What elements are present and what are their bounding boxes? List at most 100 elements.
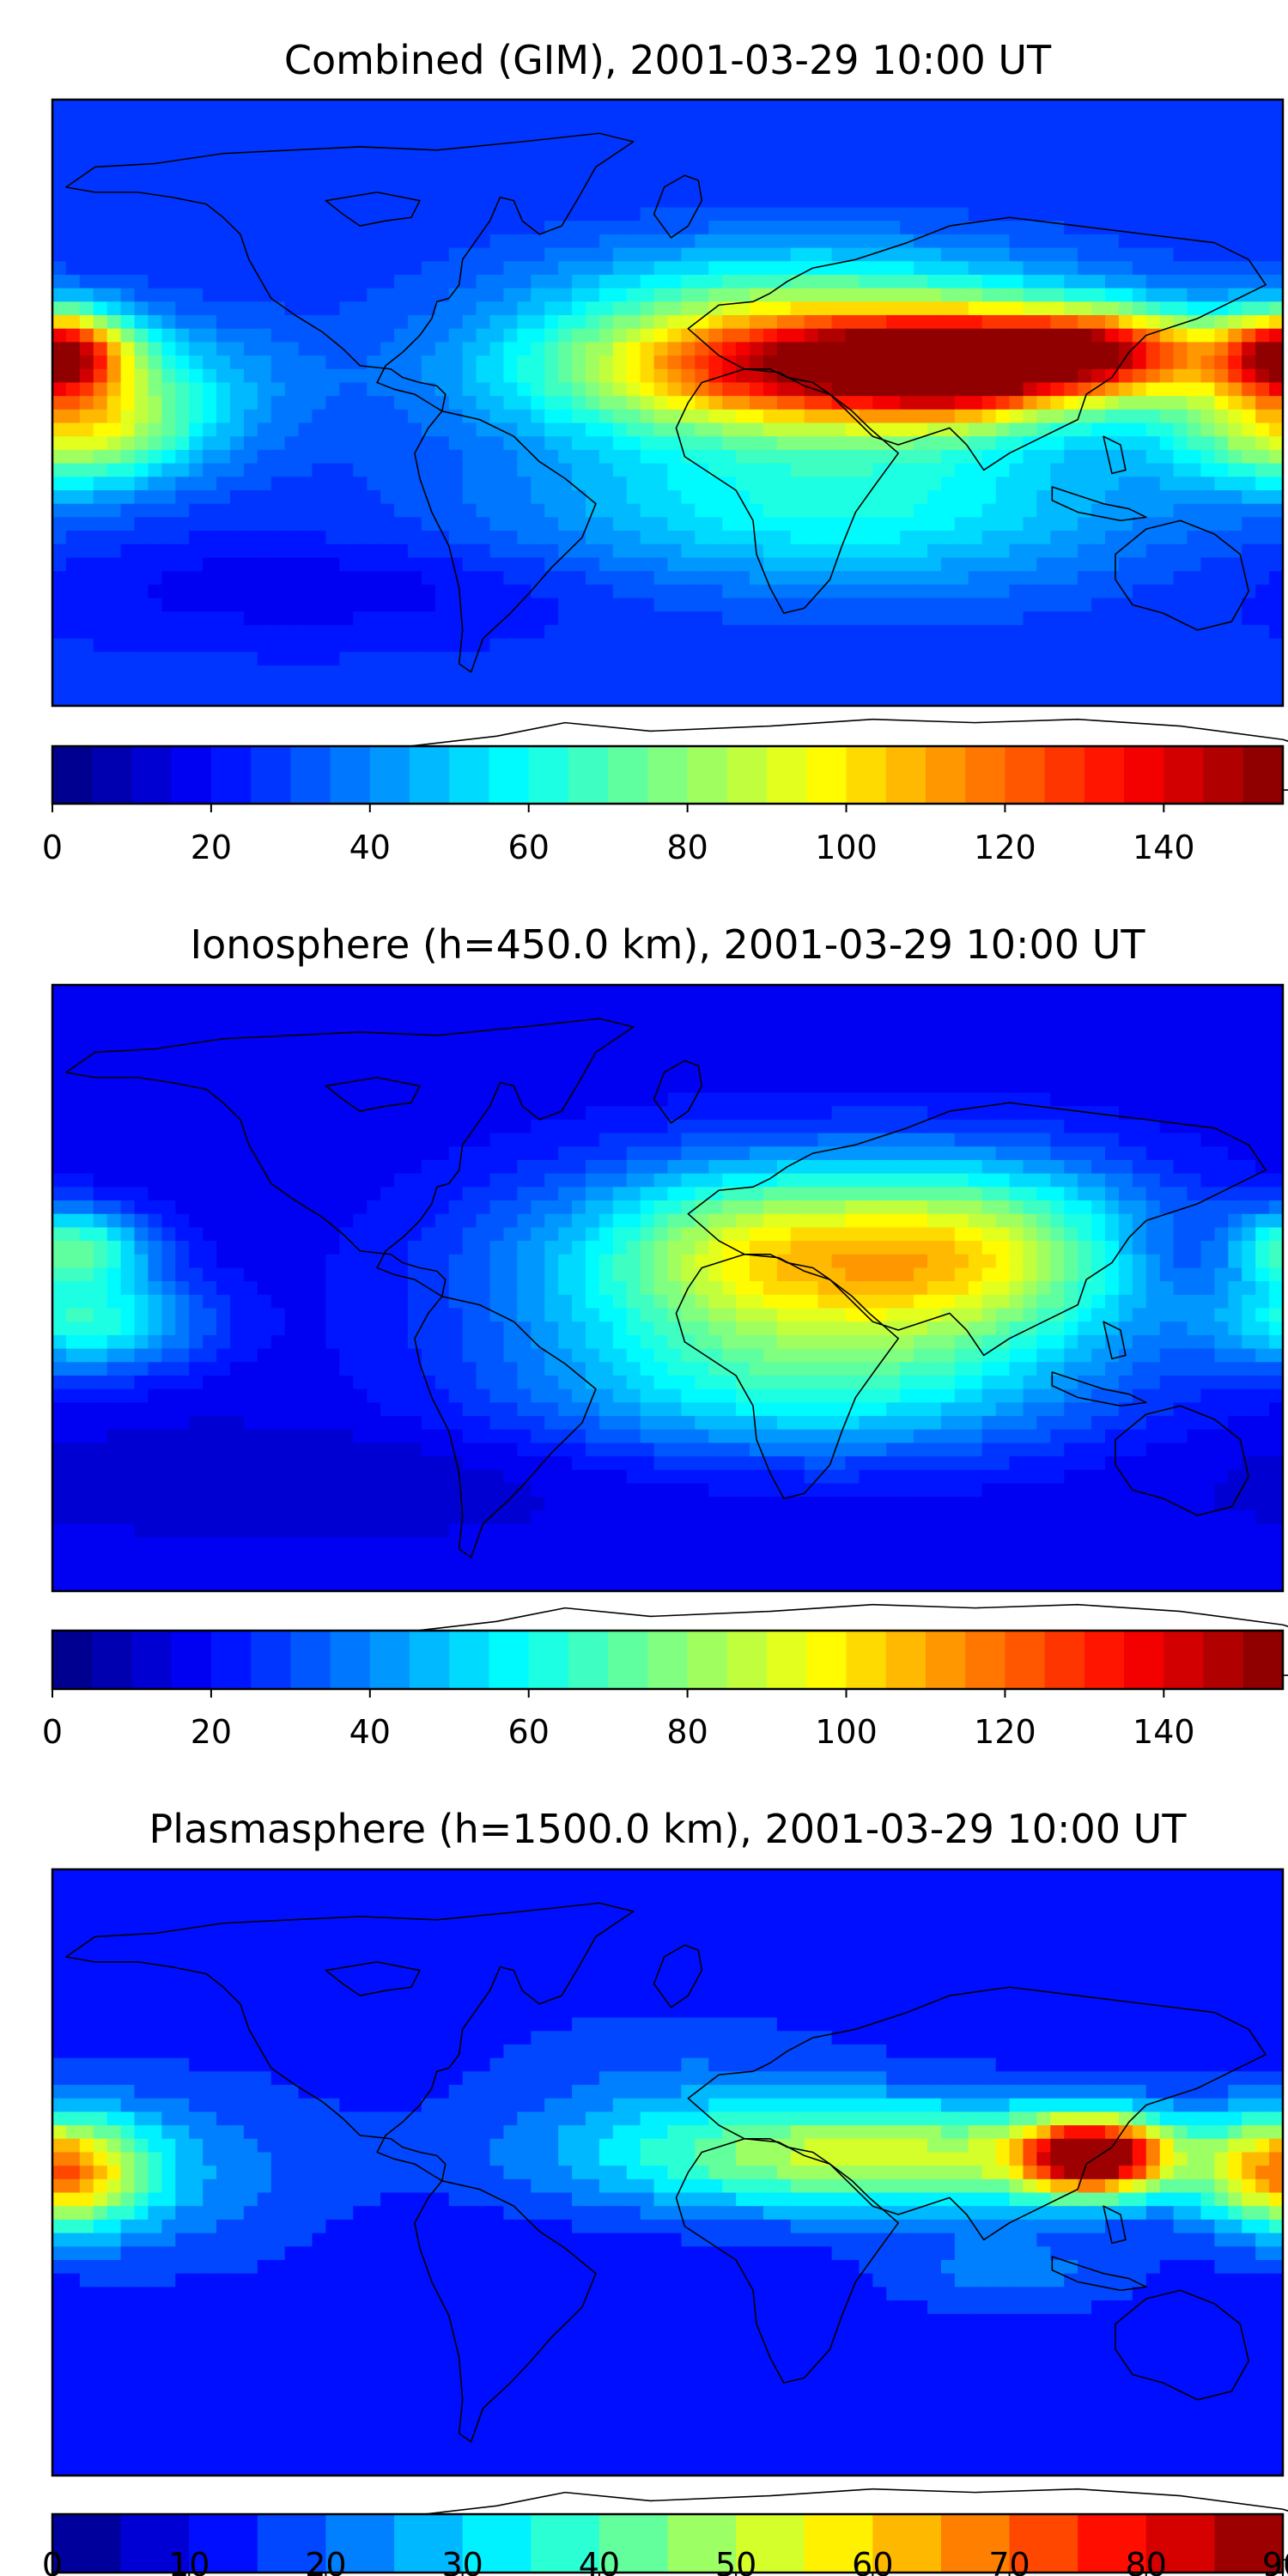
heatmap-cell xyxy=(1269,153,1284,168)
heatmap-cell xyxy=(762,489,778,505)
heatmap-cell xyxy=(708,477,723,491)
heatmap-cell xyxy=(722,153,737,168)
heatmap-cell xyxy=(353,531,368,545)
heatmap-cell xyxy=(367,1078,381,1094)
heatmap-cell xyxy=(1050,1038,1065,1054)
heatmap-cell xyxy=(1009,638,1024,653)
heatmap-cell xyxy=(927,665,942,680)
heatmap-cell xyxy=(831,1092,847,1107)
heatmap-cell xyxy=(79,489,94,505)
heatmap-cell xyxy=(790,342,805,356)
heatmap-cell xyxy=(489,463,505,477)
heatmap-cell xyxy=(476,985,491,999)
heatmap-cell xyxy=(940,998,956,1012)
heatmap-cell xyxy=(1105,100,1120,114)
heatmap-cell xyxy=(1269,1012,1284,1026)
heatmap-cell xyxy=(927,1078,942,1094)
heatmap-cell xyxy=(93,571,108,586)
heatmap-cell xyxy=(1214,1066,1229,1080)
heatmap-cell xyxy=(380,584,395,599)
heatmap-cell xyxy=(407,678,422,693)
heatmap-cell xyxy=(762,422,778,437)
heatmap-cell xyxy=(1255,126,1270,141)
heatmap-cell xyxy=(1091,193,1106,209)
heatmap-cell xyxy=(708,234,723,249)
heatmap-cell xyxy=(708,1025,723,1040)
heatmap-cell xyxy=(1242,678,1256,693)
heatmap-cell xyxy=(544,503,559,518)
heatmap-cell xyxy=(489,315,505,330)
heatmap-cell xyxy=(120,477,136,491)
heatmap-cell xyxy=(134,611,149,626)
heatmap-cell xyxy=(626,463,641,477)
heatmap-cell xyxy=(79,207,94,222)
heatmap-cell xyxy=(750,221,764,235)
heatmap-cell xyxy=(462,544,477,559)
heatmap-cell xyxy=(284,396,300,410)
heatmap-cell xyxy=(954,531,969,545)
heatmap-cell xyxy=(900,544,914,559)
heatmap-cell xyxy=(298,436,313,451)
heatmap-cell xyxy=(859,998,873,1012)
heatmap-cell xyxy=(489,140,505,155)
heatmap-cell xyxy=(489,288,505,302)
heatmap-cell xyxy=(134,531,149,545)
heatmap-cell xyxy=(229,1038,245,1054)
heatmap-cell xyxy=(872,301,887,316)
heatmap-cell xyxy=(817,1106,833,1121)
heatmap-cell xyxy=(489,112,505,127)
heatmap-cell xyxy=(1200,571,1215,586)
heatmap-cell xyxy=(134,489,149,505)
heatmap-cell xyxy=(1214,638,1229,653)
heatmap-cell xyxy=(367,1012,381,1026)
heatmap-cell xyxy=(762,692,778,707)
heatmap-cell xyxy=(598,449,614,465)
heatmap-cell xyxy=(421,1052,436,1066)
heatmap-cell xyxy=(968,193,983,209)
heatmap-cell xyxy=(1064,342,1078,356)
panel-title: Combined (GIM), 2001-03-29 10:00 UT xyxy=(284,37,1052,83)
heatmap-cell xyxy=(1091,1052,1106,1066)
heatmap-cell xyxy=(1009,652,1024,666)
heatmap-cell xyxy=(1078,126,1092,141)
heatmap-cell xyxy=(1228,180,1242,195)
heatmap-cell xyxy=(93,998,108,1012)
heatmap-cell xyxy=(750,422,764,437)
heatmap-cell xyxy=(367,678,381,693)
heatmap-cell xyxy=(476,1052,491,1066)
heatmap-cell xyxy=(1145,1052,1161,1066)
heatmap-cell xyxy=(927,571,942,586)
heatmap-cell xyxy=(1187,692,1202,707)
heatmap-cell xyxy=(914,140,928,155)
heatmap-cell xyxy=(1132,1066,1147,1080)
heatmap-cell xyxy=(762,1012,778,1026)
heatmap-cell xyxy=(1187,193,1202,209)
heatmap-cell xyxy=(640,598,655,612)
heatmap-cell xyxy=(189,463,204,477)
heatmap-cell xyxy=(1145,422,1161,437)
heatmap-cell xyxy=(1228,328,1242,343)
heatmap-cell xyxy=(1118,611,1133,626)
heatmap-cell xyxy=(216,100,231,114)
heatmap-cell xyxy=(394,167,409,181)
heatmap-cell xyxy=(927,207,942,222)
heatmap-cell xyxy=(1132,261,1147,276)
heatmap-cell xyxy=(93,153,108,168)
heatmap-cell xyxy=(1187,638,1202,653)
heatmap-cell xyxy=(1269,1092,1284,1107)
heatmap-cell xyxy=(189,503,204,518)
heatmap-cell xyxy=(476,463,491,477)
colorbar-segment xyxy=(92,746,133,804)
heatmap-cell xyxy=(448,985,464,999)
heatmap-cell xyxy=(681,544,696,559)
heatmap-cell xyxy=(995,153,1011,168)
heatmap-cell xyxy=(1036,288,1051,302)
heatmap-cell xyxy=(940,422,956,437)
heatmap-cell xyxy=(367,247,381,262)
heatmap-cell xyxy=(831,1025,847,1040)
heatmap-cell xyxy=(120,288,136,302)
heatmap-cell xyxy=(1159,1052,1175,1066)
heatmap-cell xyxy=(1105,598,1120,612)
heatmap-cell xyxy=(367,167,381,181)
heatmap-cell xyxy=(1036,1078,1051,1094)
